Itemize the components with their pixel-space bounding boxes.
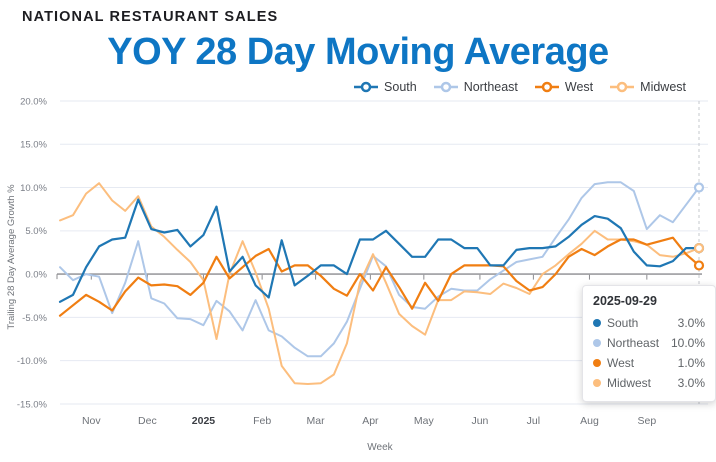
series-line-south[interactable]	[58, 198, 701, 303]
chart-title: YOY 28 Day Moving Average	[107, 31, 609, 73]
x-tick-label: Apr	[362, 415, 379, 427]
legend-line-circle-icon	[610, 81, 635, 93]
y-tick-label: -5.0%	[22, 313, 47, 324]
tooltip-series-name: Northeast	[607, 336, 660, 350]
legend-item-south[interactable]: South	[353, 80, 417, 94]
legend-label-midwest: Midwest	[640, 80, 686, 94]
x-tick-label: Feb	[253, 415, 271, 427]
x-tick-label: Jun	[471, 415, 488, 427]
legend-label-northeast: Northeast	[463, 80, 518, 94]
y-tick-label: 15.0%	[20, 140, 47, 151]
y-tick-label: -10.0%	[17, 356, 48, 367]
series-dot-icon	[593, 319, 601, 327]
x-tick-label: 2025	[192, 415, 216, 427]
x-tick-label: Dec	[138, 415, 157, 427]
tooltip-series-name: South	[607, 316, 639, 330]
legend-label-south: South	[384, 80, 417, 94]
x-tick-label: Mar	[307, 415, 326, 427]
x-axis-title: Week	[367, 442, 393, 453]
legend-item-west[interactable]: West	[534, 80, 593, 94]
series-line-northeast[interactable]	[59, 181, 700, 358]
x-tick-label: Sep	[637, 415, 656, 427]
tooltip-row-west: West 1.0%	[593, 353, 705, 373]
y-axis-title: Trailing 28 Day Average Growth %	[6, 184, 17, 330]
chart-tooltip: 2025-09-29 South 3.0% Northeast 10.0% We…	[582, 285, 716, 402]
legend-line-circle-icon	[534, 81, 559, 93]
page-header: NATIONAL RESTAURANT SALES	[22, 9, 279, 25]
x-tick-label: May	[414, 415, 435, 427]
tooltip-row-midwest: Midwest 3.0%	[593, 373, 705, 393]
tooltip-series-name: Midwest	[607, 376, 652, 390]
chart-legend: South Northeast West Midwest	[353, 80, 686, 94]
y-tick-label: 5.0%	[25, 226, 47, 237]
legend-item-midwest[interactable]: Midwest	[609, 80, 686, 94]
tooltip-series-value: 1.0%	[677, 356, 705, 370]
legend-line-circle-icon	[354, 81, 379, 93]
legend-item-northeast[interactable]: Northeast	[433, 80, 518, 94]
tooltip-series-value: 3.0%	[677, 376, 705, 390]
tooltip-series-value: 10.0%	[670, 336, 705, 350]
series-line-midwest[interactable]	[59, 182, 700, 385]
tooltip-row-south: South 3.0%	[593, 313, 705, 333]
tooltip-date: 2025-09-29	[593, 294, 657, 308]
x-tick-label: Nov	[82, 415, 101, 427]
y-tick-label: 10.0%	[20, 183, 47, 194]
series-dot-icon	[593, 379, 601, 387]
y-tick-label: 0.0%	[25, 270, 47, 281]
tooltip-row-northeast: Northeast 10.0%	[593, 333, 705, 353]
x-tick-label: Aug	[580, 415, 599, 427]
end-marker-midwest[interactable]	[693, 243, 705, 254]
end-marker-west[interactable]	[693, 260, 705, 271]
series-dot-icon	[593, 339, 601, 347]
end-marker-northeast[interactable]	[693, 182, 705, 193]
tooltip-series-value: 3.0%	[677, 316, 705, 330]
x-tick-label: Jul	[527, 415, 540, 427]
series-line-west[interactable]	[58, 236, 701, 317]
y-tick-label: 20.0%	[20, 96, 47, 107]
tooltip-series-name: West	[607, 356, 635, 370]
legend-label-west: West	[564, 80, 594, 94]
series-dot-icon	[593, 359, 601, 367]
legend-line-circle-icon	[433, 81, 458, 93]
y-tick-label: -15.0%	[17, 399, 48, 410]
